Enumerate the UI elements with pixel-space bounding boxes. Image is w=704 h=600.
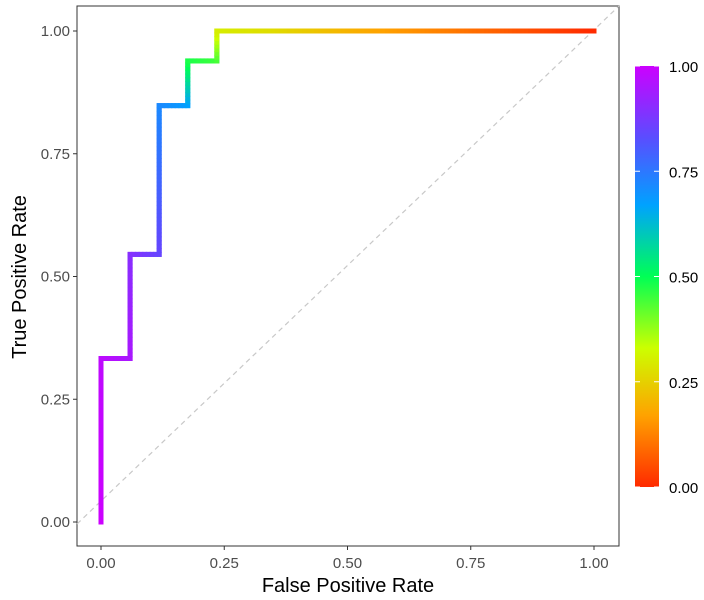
panel-border xyxy=(76,5,620,547)
x-tick-label: 0.25 xyxy=(210,555,239,572)
y-tick-label: 0.00 xyxy=(41,514,70,531)
x-tick-label: 0.00 xyxy=(86,555,115,572)
y-tick-label: 0.75 xyxy=(41,146,70,163)
plot-area: 0.00 0.25 0.50 0.75 1.00 0.00 0.25 0.50 0.75 1.00 xyxy=(41,5,620,572)
x-tick-label: 1.00 xyxy=(579,555,608,572)
y-tick-label: 0.25 xyxy=(41,391,70,408)
colorbar-tick-label: 0.25 xyxy=(669,375,698,392)
x-tick-label: 0.50 xyxy=(333,555,362,572)
colorbar-tick-label: 0.50 xyxy=(669,270,698,287)
diagonal-reference-line xyxy=(76,5,620,525)
colorbar-tick-label: 1.00 xyxy=(669,59,698,76)
x-tick-label: 0.75 xyxy=(456,555,485,572)
colorbar-tick-label: 0.00 xyxy=(669,480,698,497)
y-tick-label: 0.50 xyxy=(41,269,70,286)
x-axis-title: False Positive Rate xyxy=(262,575,434,597)
y-axis-title: True Positive Rate xyxy=(9,195,31,359)
colorbar-tick-label: 0.75 xyxy=(669,164,698,181)
colorbar-legend: 0.00 0.25 0.50 0.75 1.00 xyxy=(635,59,698,497)
y-tick-label: 1.00 xyxy=(41,23,70,40)
